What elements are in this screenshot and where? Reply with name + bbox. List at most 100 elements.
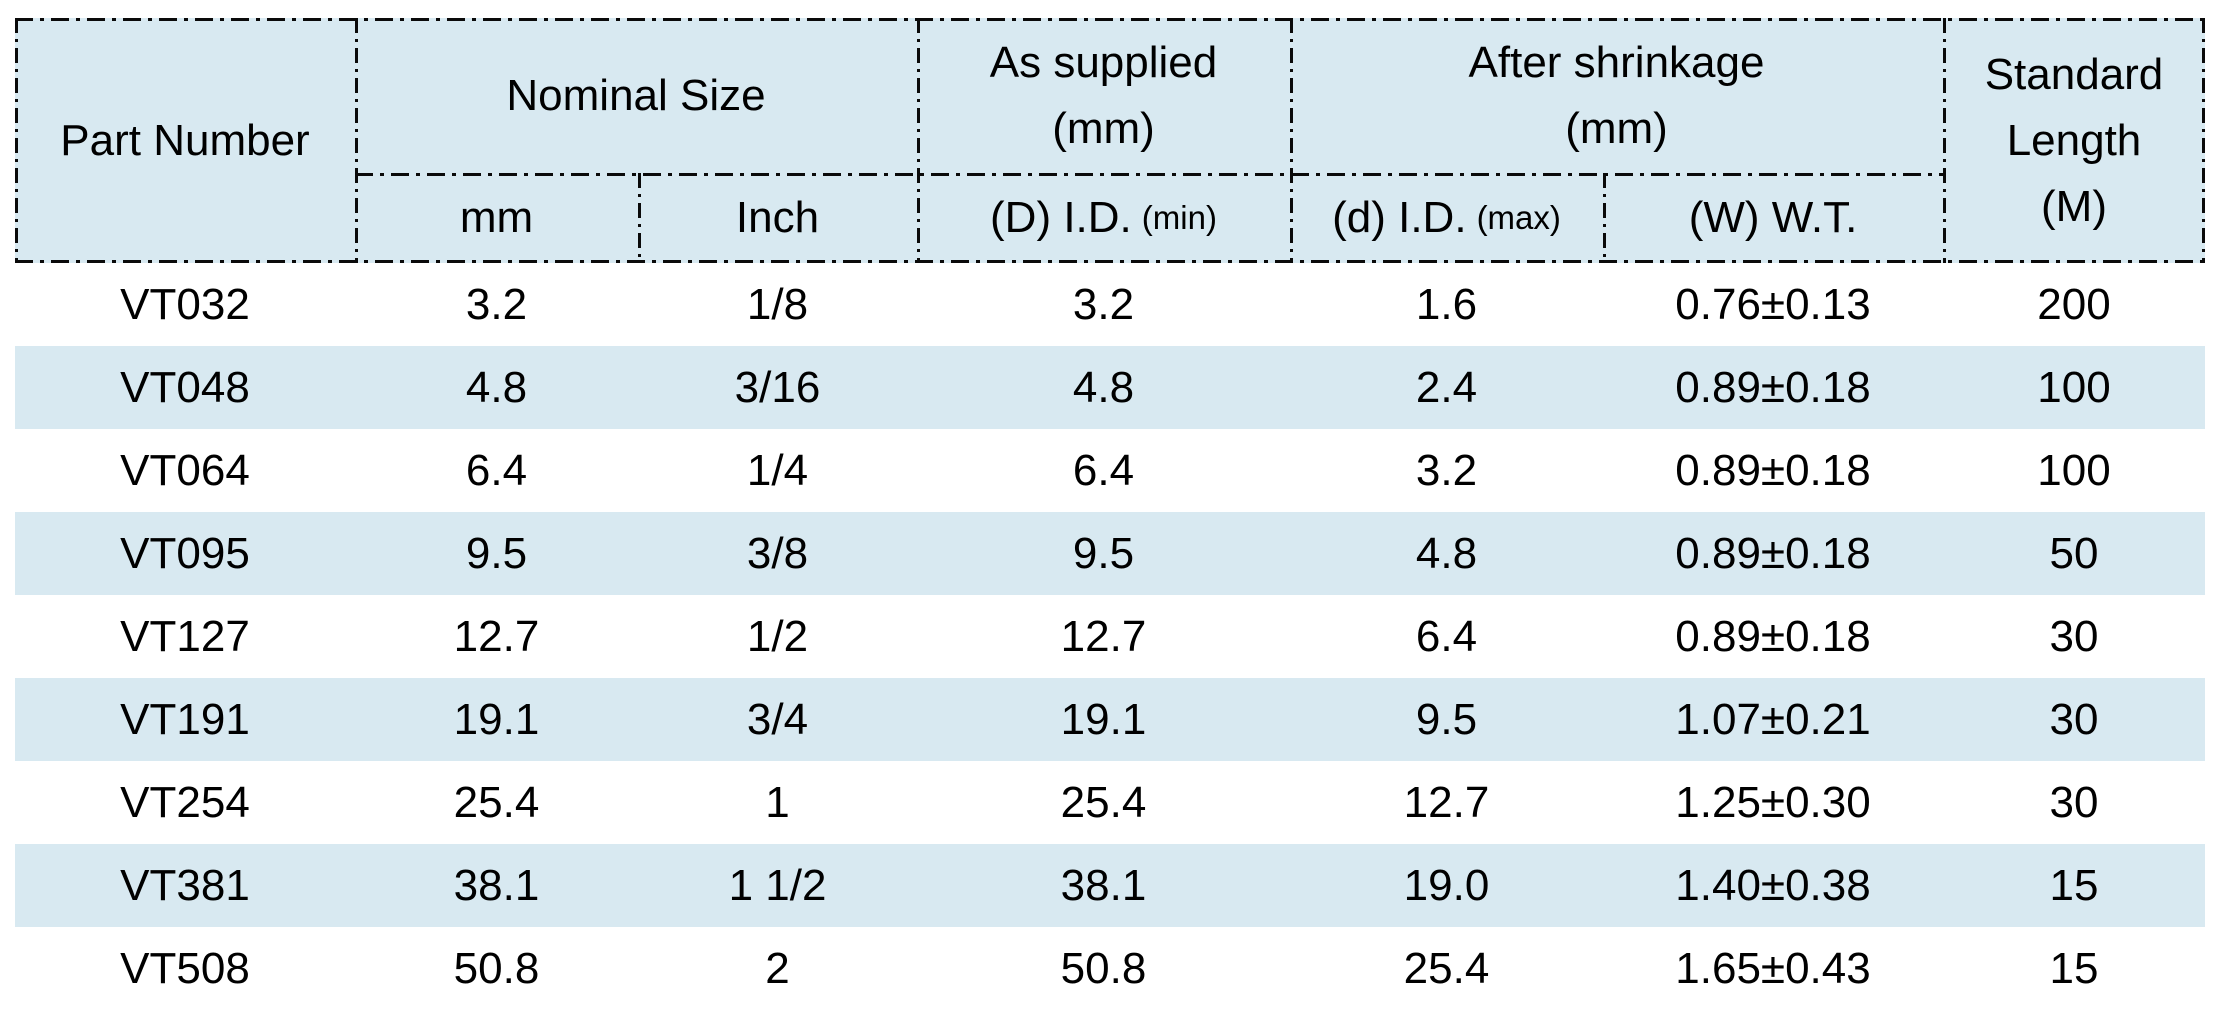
header-border-left [15,18,18,263]
cell-wall-thickness: 1.40±0.38 [1675,860,1871,910]
cell-wall-thickness: 0.76±0.13 [1675,279,1871,329]
cell-standard-length: 200 [2037,279,2111,329]
header-standard-length-line3: (M) [2041,181,2107,231]
header-after-shrinkage: After shrinkage (mm) [1290,18,1943,173]
table-row: VT032 3.2 1/8 3.2 1.6 0.76±0.13 200 [15,263,2205,346]
subheader-inch-label: Inch [735,193,820,242]
cell-shrink-id: 6.4 [1415,611,1478,661]
cell-part-number: VT191 [120,694,250,744]
table-row: VT064 6.4 1/4 6.4 3.2 0.89±0.18 100 [15,429,2205,512]
subheader-shrink-id-max-note: (max) [1476,199,1561,236]
cell-nominal-inch: 1/2 [746,611,809,661]
cell-wall-thickness: 0.89±0.18 [1675,528,1871,578]
header-standard-length: Standard Length (M) [1943,18,2205,263]
cell-standard-length: 100 [2037,362,2111,412]
table-body: VT032 3.2 1/8 3.2 1.6 0.76±0.13 200 VT04… [15,263,2205,1010]
table-row: VT381 38.1 1 1/2 38.1 19.0 1.40±0.38 15 [15,844,2205,927]
header-divider-id-wt [1603,173,1606,263]
cell-supplied-id: 50.8 [1060,943,1147,993]
header-as-supplied: As supplied (mm) [917,18,1290,173]
cell-supplied-id: 9.5 [1072,528,1135,578]
cell-part-number: VT381 [120,860,250,910]
cell-nominal-mm: 19.1 [453,694,540,744]
cell-nominal-inch: 1/8 [746,279,809,329]
cell-shrink-id: 2.4 [1415,362,1478,412]
header-part-number-label: Part Number [60,115,310,165]
cell-supplied-id: 6.4 [1072,445,1135,495]
cell-shrink-id: 19.0 [1403,860,1490,910]
cell-wall-thickness: 0.89±0.18 [1675,611,1871,661]
header-after-shrinkage-line1: After shrinkage [1468,37,1765,87]
header-standard-length-line2: Length [2006,115,2142,165]
subheader-mm: mm [355,173,638,263]
cell-wall-thickness: 0.89±0.18 [1675,445,1871,495]
table-row: VT191 19.1 3/4 19.1 9.5 1.07±0.21 30 [15,678,2205,761]
header-border-bottom [15,260,2205,263]
cell-nominal-inch: 1/4 [746,445,809,495]
cell-supplied-id: 3.2 [1072,279,1135,329]
cell-nominal-inch: 2 [765,943,790,993]
cell-supplied-id: 38.1 [1060,860,1147,910]
subheader-supplied-id-main: (D) I.D. [990,193,1132,242]
cell-nominal-inch: 1 1/2 [728,860,827,910]
cell-shrink-id: 12.7 [1403,777,1490,827]
cell-part-number: VT254 [120,777,250,827]
subheader-shrink-id: (d) I.D. (max) [1290,173,1603,263]
cell-standard-length: 30 [2049,777,2099,827]
cell-standard-length: 50 [2049,528,2099,578]
cell-standard-length: 30 [2049,694,2099,744]
subheader-supplied-id: (D) I.D. (min) [917,173,1290,263]
header-divider-middle [355,173,1943,176]
table-row: VT508 50.8 2 50.8 25.4 1.65±0.43 15 [15,927,2205,1010]
cell-supplied-id: 4.8 [1072,362,1135,412]
cell-shrink-id: 9.5 [1415,694,1478,744]
header-border-right [2202,18,2205,263]
cell-part-number: VT048 [120,362,250,412]
header-nominal-size: Nominal Size [355,18,917,173]
cell-supplied-id: 12.7 [1060,611,1147,661]
cell-part-number: VT095 [120,528,250,578]
header-divider-nominal-supplied [917,18,920,263]
header-after-shrinkage-line2: (mm) [1565,103,1668,153]
subheader-inch: Inch [638,173,917,263]
cell-nominal-inch: 3/4 [746,694,809,744]
cell-supplied-id: 19.1 [1060,694,1147,744]
subheader-shrink-id-main: (d) I.D. [1332,193,1467,242]
cell-nominal-inch: 1 [765,777,790,827]
cell-part-number: VT064 [120,445,250,495]
cell-supplied-id: 25.4 [1060,777,1147,827]
cell-nominal-mm: 3.2 [465,279,528,329]
header-part-number: Part Number [15,18,355,263]
subheader-wall-thickness-label: (W) W.T. [1688,193,1858,242]
cell-nominal-mm: 4.8 [465,362,528,412]
cell-wall-thickness: 1.65±0.43 [1675,943,1871,993]
table-row: VT095 9.5 3/8 9.5 4.8 0.89±0.18 50 [15,512,2205,595]
cell-standard-length: 15 [2049,860,2099,910]
cell-nominal-inch: 3/8 [746,528,809,578]
cell-shrink-id: 3.2 [1415,445,1478,495]
cell-nominal-inch: 3/16 [734,362,821,412]
table-header: Part Number Nominal Size As supplied (mm… [15,18,2205,263]
header-border-top [15,18,2205,21]
cell-part-number: VT127 [120,611,250,661]
cell-wall-thickness: 1.25±0.30 [1675,777,1871,827]
cell-nominal-mm: 6.4 [465,445,528,495]
cell-shrink-id: 25.4 [1403,943,1490,993]
cell-standard-length: 100 [2037,445,2111,495]
heat-shrink-tubing-table: Part Number Nominal Size As supplied (mm… [15,18,2205,1010]
header-divider-part-nominal [355,18,358,263]
cell-nominal-mm: 50.8 [453,943,540,993]
subheader-wall-thickness: (W) W.T. [1603,173,1943,263]
cell-wall-thickness: 1.07±0.21 [1675,694,1871,744]
table-row: VT127 12.7 1/2 12.7 6.4 0.89±0.18 30 [15,595,2205,678]
header-as-supplied-line1: As supplied [989,37,1218,87]
header-divider-supplied-shrinkage [1290,18,1293,263]
cell-part-number: VT508 [120,943,250,993]
header-as-supplied-line2: (mm) [1052,103,1155,153]
subheader-supplied-id-min-note: (min) [1141,199,1217,236]
header-standard-length-line1: Standard [1984,49,2164,99]
cell-nominal-mm: 12.7 [453,611,540,661]
cell-standard-length: 30 [2049,611,2099,661]
table-row: VT254 25.4 1 25.4 12.7 1.25±0.30 30 [15,761,2205,844]
